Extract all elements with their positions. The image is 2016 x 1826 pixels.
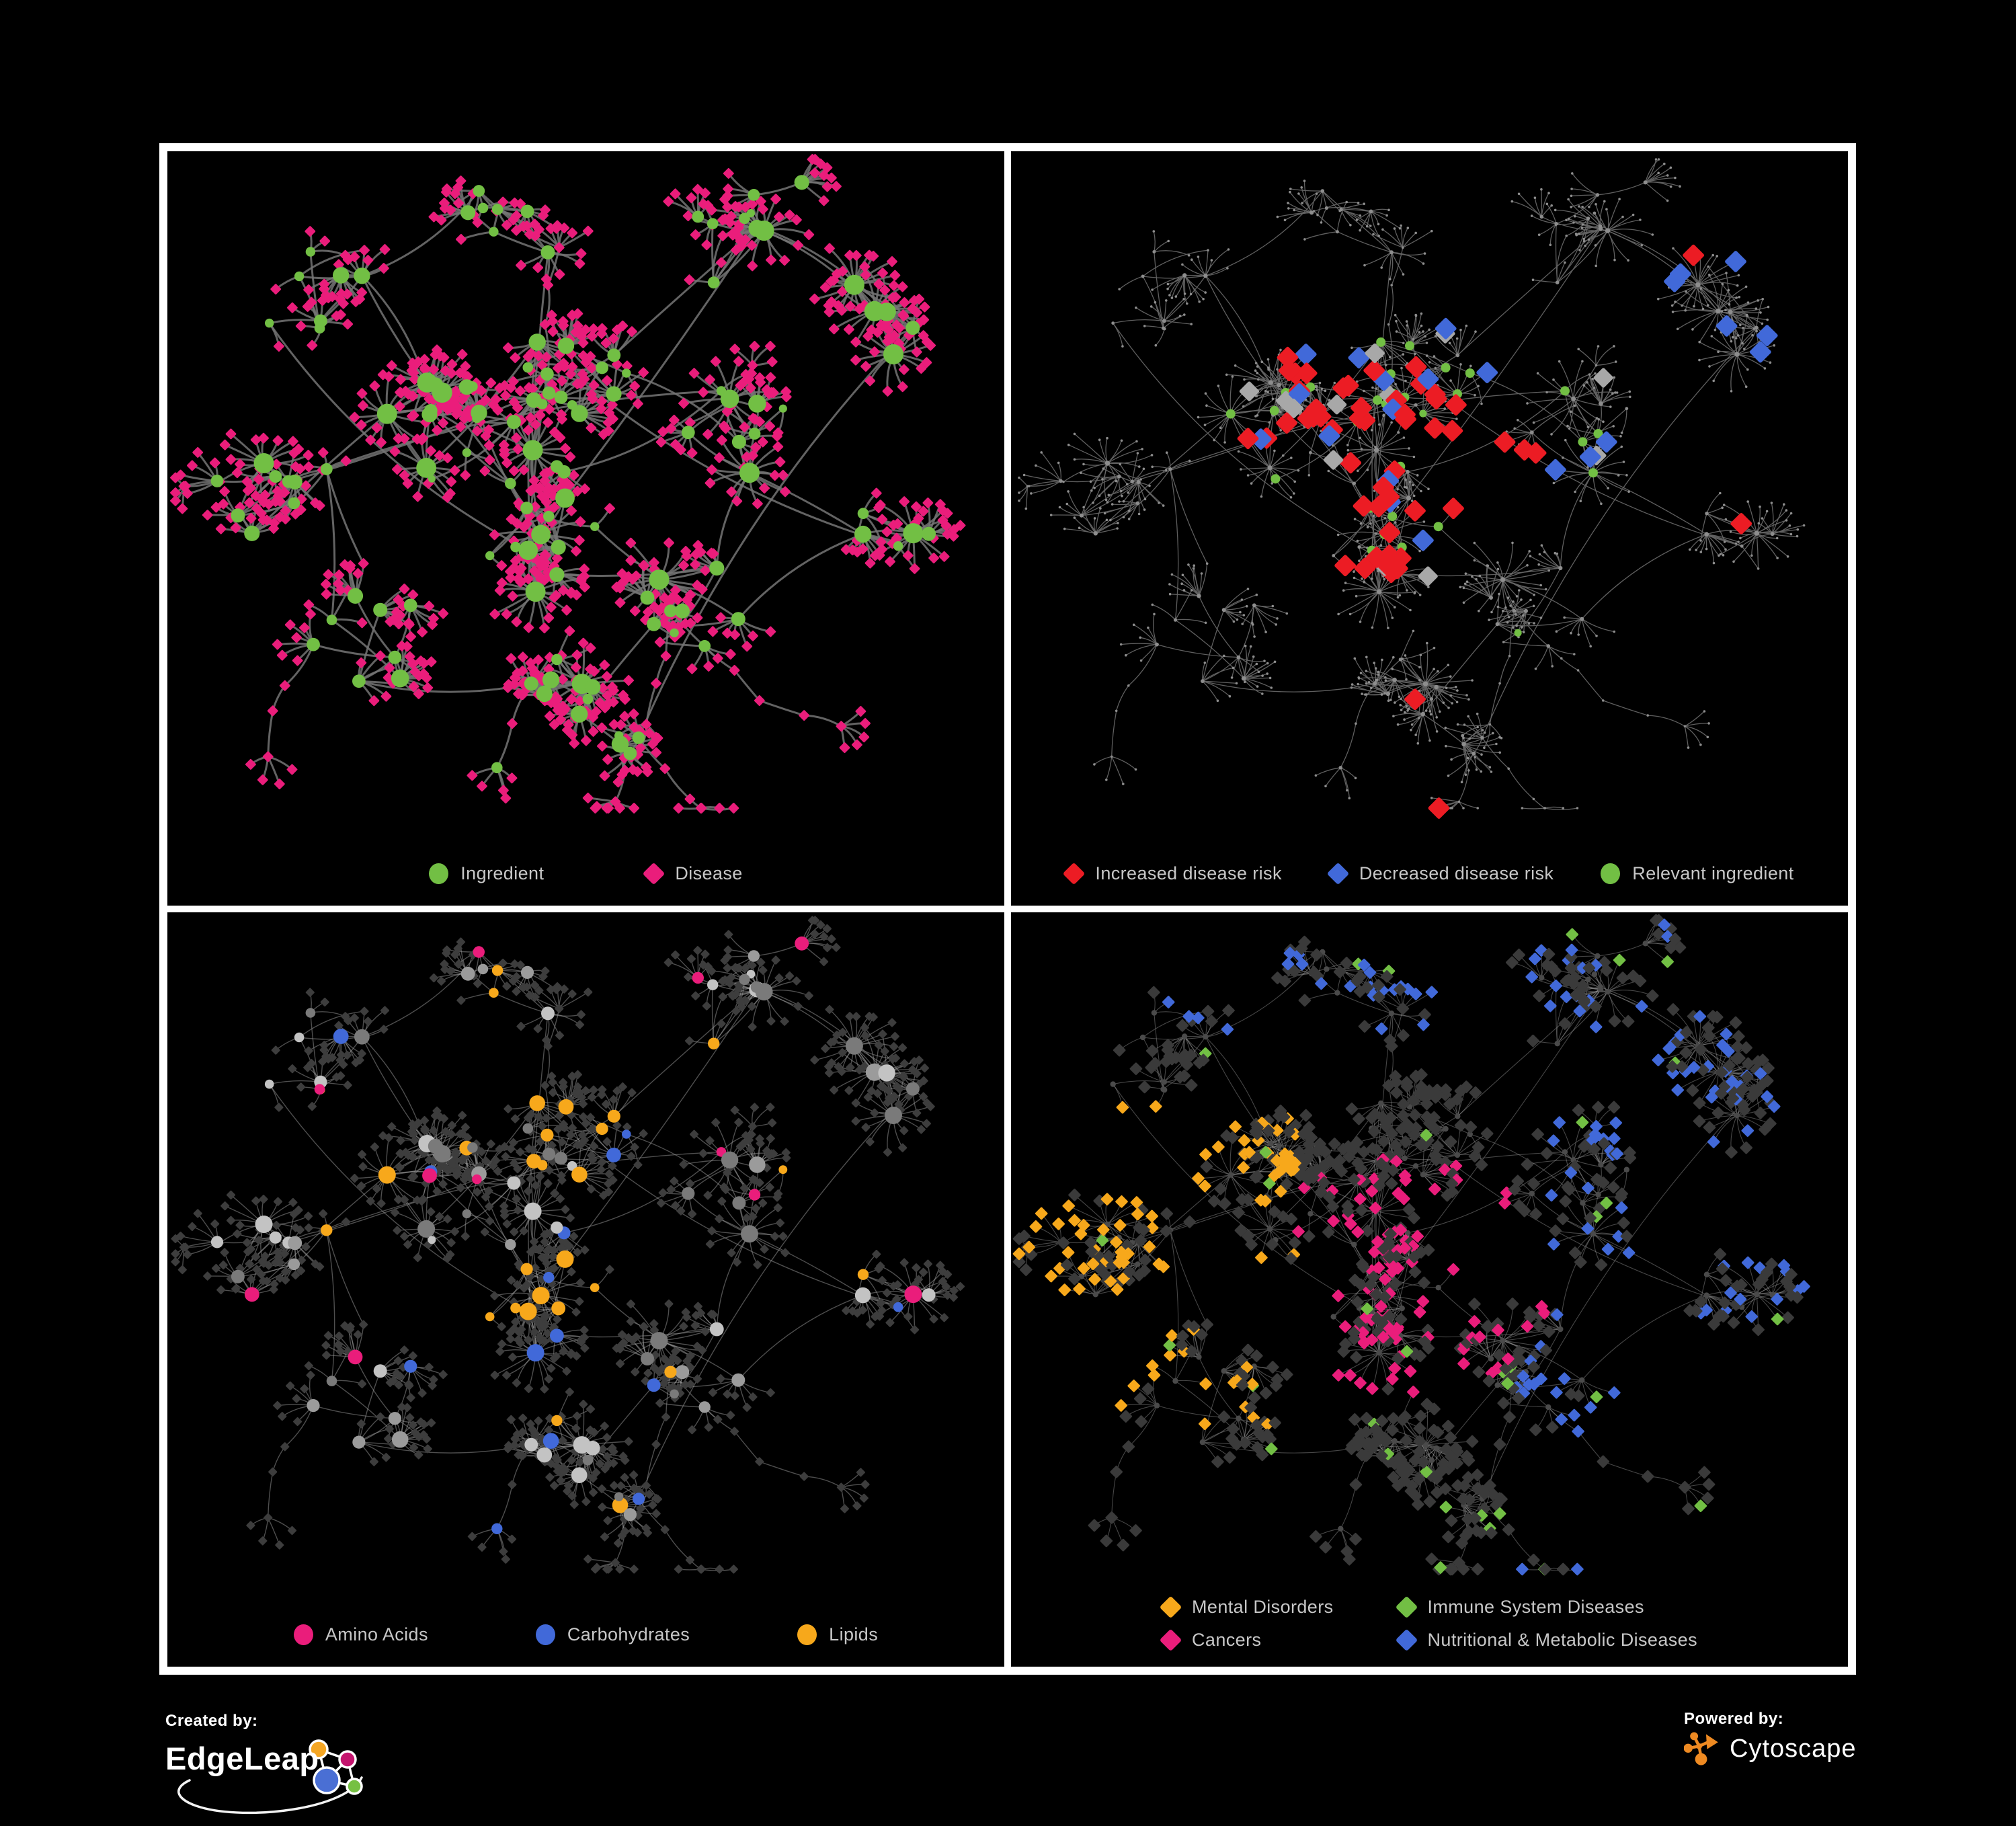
amino-acids-circle-icon bbox=[293, 1624, 313, 1645]
legend-label: Cancers bbox=[1192, 1630, 1262, 1650]
carbohydrates-circle-icon bbox=[535, 1624, 555, 1645]
network-disease-category bbox=[1012, 914, 1810, 1576]
edgeleap-wordmark: EdgeLeap bbox=[165, 1741, 319, 1776]
legend-item-mental-disorders: Mental Disorders bbox=[1159, 1595, 1334, 1619]
legend-item-nutritional-metabolic: Nutritional & Metabolic Diseases bbox=[1395, 1628, 1697, 1652]
ingredient-circle-icon bbox=[429, 863, 449, 884]
created-by-label: Created by: bbox=[165, 1712, 258, 1730]
legend-label: Mental Disorders bbox=[1192, 1597, 1334, 1617]
legend-item-cancers: Cancers bbox=[1159, 1628, 1333, 1652]
network-disease-risk bbox=[1018, 158, 1806, 819]
edgeleap-logo: EdgeLeap bbox=[165, 1735, 528, 1815]
mental-disorders-diamond-icon bbox=[1159, 1595, 1182, 1619]
edgeleap-branding: Created by: EdgeLeap bbox=[165, 1712, 528, 1815]
powered-by-label: Powered by: bbox=[1684, 1710, 1784, 1728]
legend-label: Decreased disease risk bbox=[1359, 863, 1554, 883]
legend-item-decreased-risk: Decreased disease risk bbox=[1326, 862, 1554, 885]
legend-label: Ingredient bbox=[460, 863, 545, 883]
legend-item-carbohydrates: Carbohydrates bbox=[535, 1624, 690, 1645]
cancers-diamond-icon bbox=[1159, 1628, 1182, 1652]
panel-disease-risk: Increased disease risk Decreased disease… bbox=[1011, 151, 1848, 906]
immune-diseases-diamond-icon bbox=[1395, 1595, 1418, 1619]
legend-item-ingredient: Ingredient bbox=[429, 863, 544, 884]
cytoscape-branding: Powered by: Cytoscape bbox=[1684, 1710, 1966, 1766]
legend-item-immune-diseases: Immune System Diseases bbox=[1395, 1595, 1697, 1619]
legend-label: Nutritional & Metabolic Diseases bbox=[1427, 1630, 1697, 1650]
legend-label: Disease bbox=[675, 863, 743, 883]
decreased-risk-diamond-icon bbox=[1326, 862, 1350, 885]
legend-ingredient-class: Amino Acids Carbohydrates Lipids bbox=[167, 1624, 1004, 1645]
panel-disease-category: Mental Disorders Immune System Diseases … bbox=[1011, 912, 1848, 1667]
legend-item-amino-acids: Amino Acids bbox=[293, 1624, 428, 1645]
relevant-ingredient-circle-icon bbox=[1601, 863, 1621, 884]
cytoscape-logo-icon bbox=[1684, 1732, 1718, 1765]
cytoscape-wordmark: Cytoscape bbox=[1730, 1734, 1857, 1763]
disease-diamond-icon bbox=[643, 862, 666, 885]
legend-label: Increased disease risk bbox=[1095, 863, 1282, 883]
legend-item-increased-risk: Increased disease risk bbox=[1063, 862, 1282, 885]
legend-item-relevant-ingredient: Relevant ingredient bbox=[1601, 863, 1793, 884]
lipids-circle-icon bbox=[797, 1624, 817, 1645]
four-panel-network-figure: Ingredient Disease Increased disease ris… bbox=[159, 143, 1856, 1675]
network-ingredient-disease bbox=[170, 154, 966, 813]
legend-item-lipids: Lipids bbox=[797, 1624, 878, 1645]
legend-disease-risk: Increased disease risk Decreased disease… bbox=[1011, 862, 1848, 885]
legend-label: Amino Acids bbox=[325, 1624, 428, 1644]
legend-label: Immune System Diseases bbox=[1427, 1597, 1644, 1617]
panel-ingredient-class: Amino Acids Carbohydrates Lipids bbox=[167, 912, 1004, 1667]
legend-label: Lipids bbox=[829, 1624, 879, 1644]
legend-item-disease: Disease bbox=[643, 862, 743, 885]
legend-ingredient-disease: Ingredient Disease bbox=[167, 862, 1004, 885]
legend-label: Carbohydrates bbox=[567, 1624, 690, 1644]
legend-label: Relevant ingredient bbox=[1632, 863, 1794, 883]
edgeleap-logo-graphic bbox=[177, 1739, 363, 1815]
increased-risk-diamond-icon bbox=[1063, 862, 1086, 885]
network-ingredient-class bbox=[171, 916, 965, 1574]
legend-disease-category: Mental Disorders Immune System Diseases … bbox=[1011, 1595, 1848, 1652]
panel-ingredient-disease: Ingredient Disease bbox=[167, 151, 1004, 906]
nutritional-metabolic-diamond-icon bbox=[1395, 1628, 1418, 1652]
